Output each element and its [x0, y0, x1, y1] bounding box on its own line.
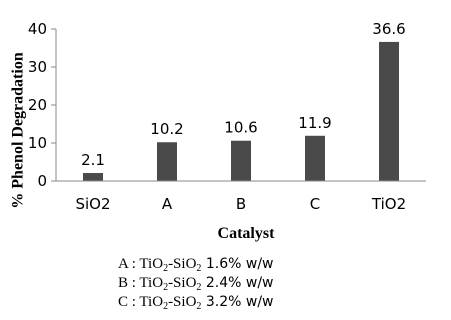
legend-formula-part: -SiO: [168, 256, 197, 272]
x-tick-label-sio2: SiO2: [75, 195, 110, 213]
legend-loading: 3.2% w/w: [201, 294, 274, 310]
y-tick-label: 10: [28, 134, 47, 152]
legend-item-b: B : TiO2-SiO2 2.4% w/w: [118, 274, 274, 293]
legend-separator: :: [128, 256, 140, 272]
legend-loading: 2.4% w/w: [201, 275, 274, 291]
legend-key: B: [118, 275, 129, 291]
data-labels: 2.1 10.2 10.6 11.9 36.6: [81, 20, 406, 169]
legend-formula-part: TiO: [139, 294, 164, 310]
data-label-b: 10.6: [224, 119, 257, 137]
data-label-sio2: 2.1: [81, 151, 105, 169]
legend-loading: 1.6% w/w: [201, 256, 274, 272]
x-tick-label-tio2: TiO2: [371, 195, 406, 213]
legend-subscript: 2: [163, 263, 169, 274]
x-tick-label-c: C: [310, 195, 320, 213]
legend-formula-part: TiO: [139, 256, 164, 272]
legend-subscript: 2: [163, 282, 169, 293]
legend-item-a: A : TiO2-SiO2 1.6% w/w: [118, 255, 274, 274]
data-label-a: 10.2: [150, 120, 183, 138]
bar-series: [83, 41, 399, 181]
y-axis-title: % Phenol Degradation: [10, 52, 27, 209]
bar-b: [231, 140, 251, 181]
x-axis-ticks: SiO2 A B C TiO2: [75, 195, 406, 213]
bar-a: [157, 142, 177, 181]
legend-formula-part: -SiO: [168, 275, 197, 291]
legend-key: C: [118, 294, 129, 310]
x-axis-title: Catalyst: [218, 225, 276, 242]
y-tick-label: 0: [37, 172, 47, 190]
legend-subscript: 2: [196, 282, 202, 293]
bar-c: [305, 135, 325, 181]
bar-sio2: [83, 173, 103, 181]
y-tick-label: 20: [28, 96, 47, 114]
y-tick-label: 30: [28, 58, 47, 76]
y-tick-label: 40: [28, 20, 47, 38]
legend-key: A: [118, 256, 129, 272]
x-tick-label-b: B: [236, 195, 246, 213]
legend-separator: :: [128, 294, 140, 310]
catalyst-legend: A : TiO2-SiO2 1.6% w/w B : TiO2-SiO2 2.4%…: [118, 255, 274, 312]
legend-subscript: 2: [163, 301, 169, 312]
y-axis-ticks: 0 10 20 30 40: [28, 20, 56, 190]
x-tick-label-a: A: [162, 195, 173, 213]
legend-separator: :: [128, 275, 140, 291]
data-label-c: 11.9: [298, 114, 331, 132]
legend-formula-part: -SiO: [168, 294, 197, 310]
legend-subscript: 2: [196, 301, 202, 312]
bar-chart: 0 10 20 30 40 2.1 10.2 10.6 11.9 36.6 SiO2 A B C TiO…: [10, 20, 426, 242]
legend-formula-part: TiO: [139, 275, 164, 291]
bar-tio2: [379, 41, 399, 181]
data-label-tio2: 36.6: [372, 20, 405, 38]
legend-subscript: 2: [196, 263, 202, 274]
legend-item-c: C : TiO2-SiO2 3.2% w/w: [118, 293, 274, 312]
